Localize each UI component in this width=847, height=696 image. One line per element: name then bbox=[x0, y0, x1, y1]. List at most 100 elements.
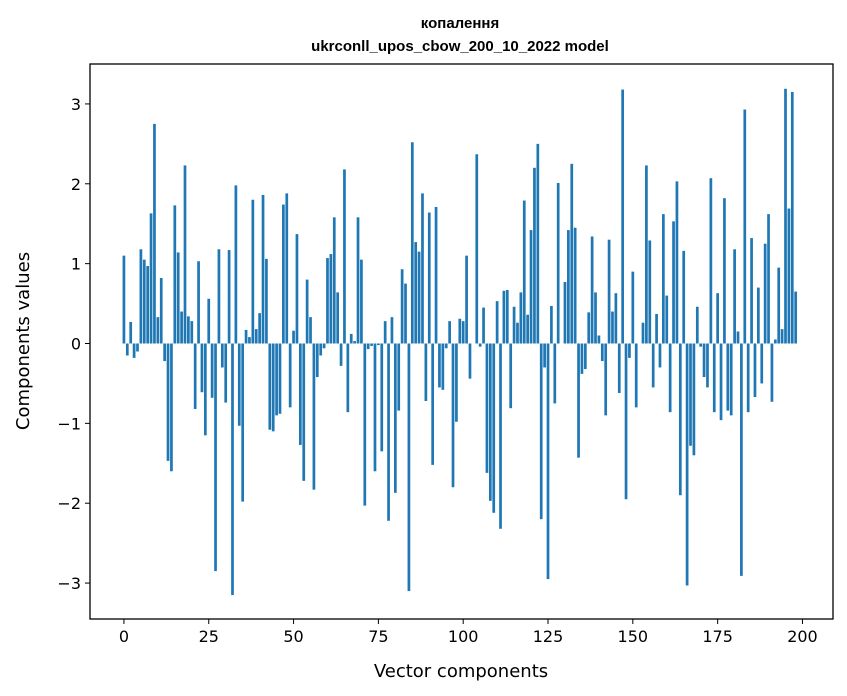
bar bbox=[733, 249, 736, 344]
bar bbox=[743, 109, 747, 344]
bar bbox=[231, 343, 234, 596]
bar bbox=[519, 292, 523, 344]
bar bbox=[465, 255, 468, 344]
bar bbox=[237, 343, 241, 426]
bar bbox=[556, 182, 560, 344]
bar bbox=[665, 295, 669, 344]
bar bbox=[271, 343, 275, 432]
bar bbox=[404, 283, 407, 344]
bar bbox=[567, 230, 570, 344]
bar bbox=[448, 321, 451, 344]
x-tick-label: 175 bbox=[702, 627, 733, 646]
bar bbox=[685, 343, 689, 586]
bar bbox=[550, 305, 553, 344]
bar bbox=[217, 249, 221, 344]
bar bbox=[265, 258, 268, 344]
bar bbox=[780, 329, 784, 344]
bar bbox=[173, 205, 177, 344]
bar bbox=[166, 343, 170, 461]
bar bbox=[529, 230, 533, 344]
bar bbox=[261, 194, 265, 344]
bar bbox=[197, 261, 200, 344]
bar bbox=[709, 178, 713, 344]
bar bbox=[787, 208, 791, 344]
x-tick-label: 50 bbox=[283, 627, 303, 646]
bar bbox=[349, 333, 353, 344]
bar bbox=[675, 181, 679, 344]
bar bbox=[214, 343, 217, 572]
bar bbox=[302, 343, 306, 481]
bar bbox=[794, 291, 798, 344]
x-axis-label: Vector components bbox=[374, 661, 548, 682]
bar bbox=[363, 343, 367, 506]
bar bbox=[478, 343, 482, 347]
bar bbox=[377, 343, 380, 346]
bar bbox=[353, 341, 356, 344]
bar bbox=[180, 311, 183, 344]
x-tick-label: 0 bbox=[119, 627, 129, 646]
bar bbox=[678, 343, 682, 496]
bar bbox=[183, 165, 187, 344]
bar bbox=[658, 343, 662, 368]
bar bbox=[142, 259, 146, 344]
bar bbox=[719, 343, 723, 421]
bar bbox=[146, 266, 150, 344]
bar bbox=[468, 343, 472, 379]
bar bbox=[590, 236, 594, 344]
bar bbox=[390, 317, 394, 344]
bar bbox=[689, 343, 692, 446]
bar bbox=[329, 254, 333, 344]
bar bbox=[628, 343, 631, 358]
chart-subtitle: ukrconll_upos_cbow_200_10_2022 model bbox=[311, 38, 609, 55]
bar bbox=[614, 293, 618, 344]
bar bbox=[750, 238, 753, 344]
bar bbox=[611, 311, 614, 344]
bar bbox=[156, 317, 160, 344]
bar bbox=[319, 343, 323, 356]
bar bbox=[706, 343, 709, 388]
bar bbox=[522, 200, 526, 344]
bar bbox=[427, 212, 431, 344]
bar bbox=[570, 163, 574, 344]
bar bbox=[546, 343, 550, 580]
bar bbox=[438, 343, 441, 388]
bar bbox=[400, 269, 404, 344]
x-tick-label: 25 bbox=[199, 627, 219, 646]
bar bbox=[634, 343, 638, 408]
bar bbox=[393, 343, 397, 493]
bar bbox=[655, 313, 658, 344]
bar bbox=[424, 343, 428, 401]
bar bbox=[726, 343, 730, 411]
x-tick-label: 150 bbox=[618, 627, 649, 646]
bar bbox=[234, 185, 238, 344]
x-tick-label: 100 bbox=[448, 627, 479, 646]
bar bbox=[414, 242, 418, 344]
bar bbox=[410, 142, 414, 344]
bar bbox=[153, 123, 156, 344]
bar bbox=[702, 343, 706, 378]
bar bbox=[502, 290, 506, 344]
bar bbox=[227, 250, 231, 344]
bar bbox=[482, 307, 485, 344]
bar bbox=[159, 278, 163, 344]
bar bbox=[268, 343, 272, 430]
bar bbox=[753, 343, 757, 397]
bar bbox=[499, 343, 502, 529]
bar bbox=[712, 343, 716, 413]
bar bbox=[492, 343, 496, 513]
bar bbox=[668, 343, 672, 413]
bar bbox=[536, 143, 540, 344]
bar bbox=[509, 343, 513, 409]
bar bbox=[132, 343, 136, 358]
bar bbox=[210, 343, 214, 398]
bar bbox=[203, 343, 207, 436]
bar bbox=[125, 343, 129, 356]
bar bbox=[526, 314, 530, 344]
bar bbox=[441, 343, 445, 390]
bar bbox=[573, 227, 577, 344]
bar bbox=[407, 343, 411, 592]
bar bbox=[461, 321, 465, 344]
bar bbox=[495, 301, 499, 344]
bar bbox=[224, 343, 228, 403]
bar bbox=[587, 312, 591, 344]
